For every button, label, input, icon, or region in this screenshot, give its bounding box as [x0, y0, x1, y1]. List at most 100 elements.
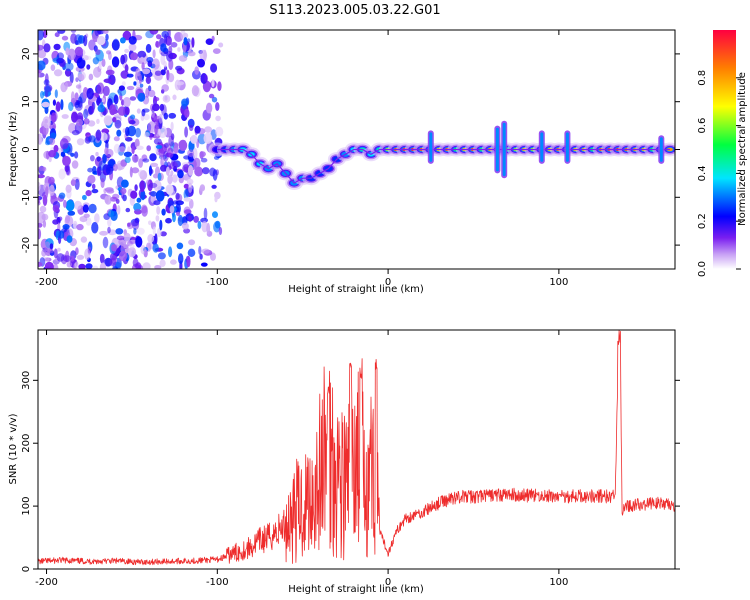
noise-blob: [188, 182, 193, 193]
colorbar-tick-label: 0.4: [697, 165, 708, 181]
noise-blob: [177, 169, 184, 179]
noise-blob: [52, 264, 59, 269]
noise-blob: [215, 115, 221, 122]
noise-blob: [183, 228, 191, 234]
noise-blob: [142, 262, 151, 269]
noise-blob: [188, 239, 196, 246]
noise-blob: [99, 262, 106, 269]
noise-blob: [102, 85, 110, 97]
noise-blob: [109, 104, 117, 116]
noise-blob: [118, 146, 126, 153]
noise-blob: [83, 118, 90, 125]
noise-blob: [187, 51, 196, 57]
noise-blob: [123, 232, 131, 242]
noise-blob: [82, 194, 87, 201]
noise-blob: [58, 192, 66, 199]
spectrogram-y-ticks: -20 -10 0 10 20: [21, 48, 680, 253]
noise-blob: [191, 85, 199, 97]
colorbar-tick-label: 0.6: [697, 118, 708, 134]
noise-blob: [160, 43, 167, 52]
noise-blob: [108, 51, 112, 61]
noise-blob: [49, 243, 54, 250]
noise-blob: [62, 155, 71, 166]
noise-blob: [49, 184, 55, 196]
noise-blob: [129, 244, 135, 249]
noise-blob: [213, 155, 220, 160]
noise-blob: [146, 145, 151, 152]
noise-blob: [154, 233, 158, 245]
noise-blob: [138, 73, 142, 85]
noise-blob: [49, 122, 57, 131]
noise-blob: [38, 30, 44, 41]
spectrogram-marks: [38, 30, 675, 269]
noise-blob: [153, 200, 161, 206]
noise-blob: [128, 43, 137, 52]
noise-blob: [145, 43, 152, 53]
noise-blob: [38, 181, 41, 192]
noise-blob: [38, 201, 41, 206]
snr-frame: [37, 329, 676, 570]
noise-blob: [76, 223, 84, 231]
colorbar-tick-label: 0.0: [697, 261, 708, 277]
noise-blob: [91, 222, 99, 234]
noise-blob: [74, 92, 79, 101]
noise-blob: [71, 111, 78, 123]
noise-blob: [182, 173, 191, 181]
noise-blob: [102, 30, 109, 34]
noise-blob: [121, 81, 126, 86]
noise-blob: [38, 261, 43, 267]
noise-blob: [124, 156, 131, 164]
noise-blob: [181, 222, 189, 230]
noise-blob: [170, 170, 174, 177]
noise-blob: [130, 190, 138, 199]
noise-blob: [70, 179, 76, 187]
noise-blob: [211, 184, 217, 189]
noise-blob: [38, 174, 45, 179]
noise-blob: [134, 208, 142, 215]
noise-blob: [91, 188, 99, 194]
noise-blob: [64, 62, 74, 72]
noise-blob: [201, 248, 210, 254]
noise-blob: [61, 114, 69, 119]
noise-blob: [40, 90, 45, 99]
noise-blob: [203, 132, 213, 144]
noise-blob: [43, 79, 50, 86]
noise-blob: [76, 112, 84, 122]
colorbar-tick-label: 0.8: [697, 70, 708, 86]
noise-blob: [154, 265, 162, 269]
noise-blob: [149, 153, 157, 162]
noise-blob: [139, 83, 144, 88]
noise-blob: [175, 192, 180, 200]
noise-blob: [63, 255, 72, 262]
noise-blob: [50, 64, 56, 71]
noise-blob: [128, 36, 137, 45]
noise-blob: [193, 215, 200, 223]
noise-blob: [214, 196, 218, 203]
noise-blob: [152, 49, 156, 59]
noise-blob: [175, 203, 181, 214]
x-tick-label: -200: [35, 277, 58, 288]
x-tick-label: -100: [206, 277, 229, 288]
noise-blob: [211, 96, 218, 103]
noise-blob: [60, 99, 64, 111]
noise-blob: [53, 144, 59, 153]
noise-blob: [111, 244, 118, 252]
noise-blob: [38, 222, 43, 228]
noise-blob: [96, 97, 102, 104]
noise-blob: [95, 151, 99, 157]
x-tick-label: -100: [206, 577, 229, 588]
noise-blob: [122, 53, 128, 63]
noise-blob: [152, 226, 156, 236]
noise-blob: [82, 55, 89, 61]
noise-blob: [164, 33, 168, 45]
noise-blob: [184, 126, 189, 138]
noise-blob: [111, 56, 120, 68]
noise-blob: [92, 265, 99, 269]
noise-blob: [155, 144, 163, 149]
noise-blob: [38, 60, 46, 71]
noise-blob: [184, 209, 192, 215]
noise-blob: [71, 129, 80, 136]
noise-blob: [56, 253, 65, 262]
noise-blob: [63, 199, 67, 208]
noise-blob: [139, 180, 145, 193]
